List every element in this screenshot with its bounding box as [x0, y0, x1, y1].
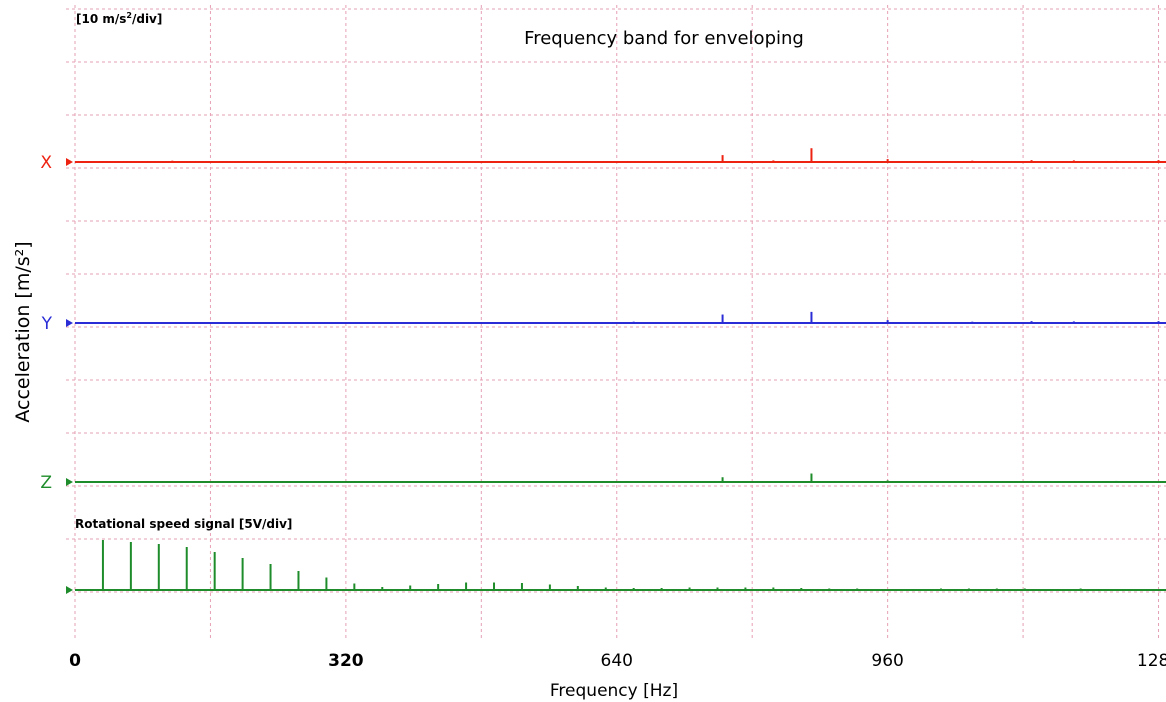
series-z: Z	[40, 473, 1166, 493]
scale-label: [10 m/s2/div]	[76, 11, 162, 26]
x-axis-label: Frequency [Hz]	[550, 681, 678, 701]
x-tick-label: 640	[601, 651, 633, 671]
series-group: X Y Z	[40, 148, 1166, 594]
y-axis-label: Acceleration [m/s²]	[12, 241, 34, 422]
channel-marker-icon	[66, 319, 73, 327]
x-tick-label: 320	[328, 651, 364, 671]
grid	[66, 5, 1166, 640]
series-rotational-speed-signal	[66, 540, 1166, 594]
x-tick-label: 0	[69, 651, 81, 671]
channel-label-y: Y	[41, 314, 53, 334]
series-y: Y	[41, 311, 1166, 334]
channel-label-x: X	[40, 153, 52, 173]
x-tick-label: 1280	[1137, 651, 1166, 671]
band-label: Frequency band for enveloping	[524, 28, 804, 49]
series-x: X	[40, 148, 1166, 173]
x-ticks: 0320640960128016001920224025602880320035…	[69, 651, 1166, 671]
channel-marker-icon	[66, 158, 73, 166]
x-tick-label: 960	[871, 651, 903, 671]
channel-marker-icon	[66, 478, 73, 486]
rotational-speed-label: Rotational speed signal [5V/div]	[75, 517, 292, 531]
channel-marker-icon	[66, 586, 73, 594]
channel-label-z: Z	[40, 473, 52, 493]
